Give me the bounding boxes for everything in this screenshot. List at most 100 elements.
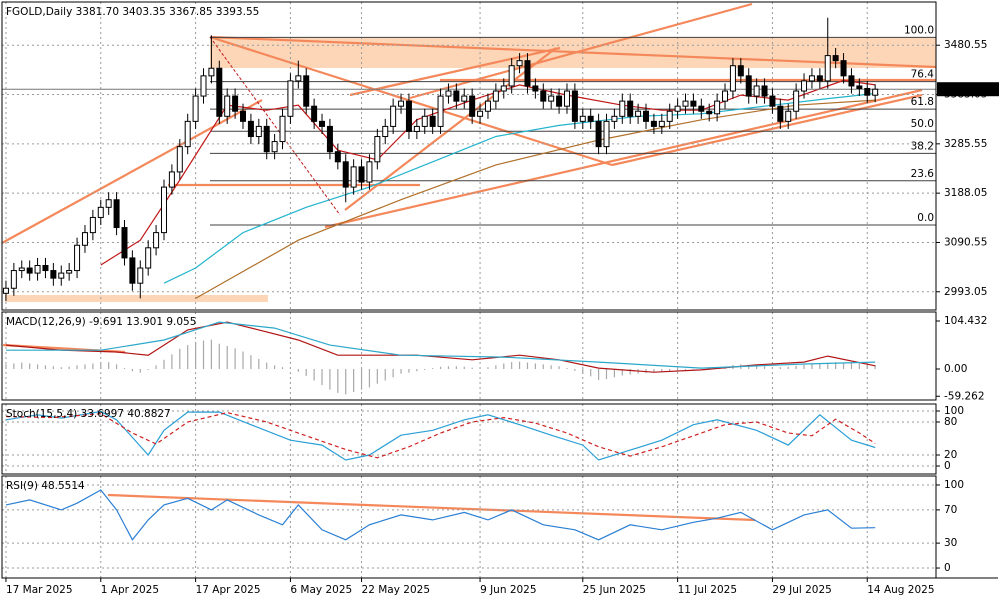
histogram-bar [566, 368, 568, 370]
histogram-bar [218, 343, 220, 370]
x-tick-label: 9 Jun 2025 [480, 584, 536, 596]
y-tick-label: 104.432 [944, 315, 987, 327]
histogram-bar [463, 366, 465, 370]
histogram-bar [629, 369, 631, 375]
histogram-bar [360, 369, 363, 390]
candle-body [437, 95, 444, 127]
trendline [107, 493, 756, 522]
y-tick-label: 3188.05 [944, 187, 987, 199]
histogram-bar [313, 369, 315, 381]
candle-body [50, 270, 57, 279]
candle-body [500, 85, 507, 92]
histogram-bar [518, 361, 521, 370]
histogram-bar [353, 369, 355, 392]
candle-body [287, 80, 294, 117]
fibo-label: 23.6 [911, 168, 935, 180]
candle-body [801, 80, 808, 92]
candle-body [34, 264, 41, 274]
x-tick-label: 22 May 2025 [362, 584, 430, 596]
panel-title: RSI(9) 48.5514 [6, 480, 85, 492]
histogram-bar [763, 366, 766, 370]
y-tick-label: 70 [944, 504, 957, 516]
histogram-bar [479, 368, 481, 370]
candle-body [405, 100, 412, 132]
histogram-bar [210, 339, 212, 370]
histogram-bar [392, 369, 394, 378]
candle-body [295, 75, 302, 82]
histogram-bar [139, 369, 141, 373]
annotations [1, 2, 937, 522]
candle-body [247, 120, 254, 138]
candle-body [58, 272, 65, 279]
trendline [409, 2, 753, 100]
histogram-bar [511, 362, 513, 370]
candle-body [777, 105, 784, 122]
histogram-bar [661, 369, 663, 373]
candle-body [611, 115, 618, 122]
candle-body [358, 166, 365, 183]
fibo-label: 61.8 [911, 96, 934, 108]
histogram-bar [787, 366, 789, 370]
y-tick-label: 30 [944, 537, 957, 549]
histogram-bar [5, 364, 7, 370]
candle-body [793, 90, 800, 112]
histogram-bar [226, 346, 228, 370]
candle-body [176, 146, 183, 173]
histogram-bar [123, 368, 126, 370]
candle-body [413, 125, 420, 132]
histogram-bar [76, 365, 78, 370]
candle-body [745, 75, 752, 97]
candle-body [587, 115, 594, 122]
histogram-bar [266, 362, 268, 370]
histogram-bar [684, 369, 687, 370]
y-tick-label: 100 [944, 405, 964, 417]
indicator-line [5, 411, 876, 459]
histogram-bar [115, 364, 118, 370]
histogram-bar [424, 369, 426, 370]
histogram-bar [835, 362, 837, 370]
histogram-bar [155, 365, 157, 370]
histogram-bar [60, 367, 62, 370]
candle-body [263, 125, 270, 153]
histogram-bar [819, 363, 821, 370]
last-price-box [937, 82, 999, 97]
x-tick-label: 17 Apr 2025 [196, 584, 261, 596]
x-tick-label: 14 Aug 2025 [867, 584, 934, 596]
histogram-bar [582, 369, 584, 374]
candle-body [445, 90, 452, 97]
candle-body [89, 216, 96, 234]
histogram-bar [337, 369, 339, 393]
histogram-bar [368, 369, 371, 388]
histogram-bar [376, 369, 378, 384]
candle-body [429, 115, 436, 127]
candle-body [153, 232, 160, 249]
histogram-bar [297, 369, 299, 372]
candle-body [255, 125, 262, 138]
candle-body [137, 267, 144, 284]
histogram-bar [550, 365, 552, 370]
histogram-bar [234, 348, 236, 370]
histogram-bar [36, 364, 39, 370]
fibo-label: 38.2 [911, 140, 934, 152]
zone-band [5, 295, 268, 302]
histogram-bar [748, 364, 750, 370]
candle-body [563, 90, 570, 107]
panel-frame [1, 403, 937, 475]
histogram-bar [858, 363, 860, 370]
candle-body [579, 115, 586, 122]
candle-body [271, 141, 278, 153]
panel-title: MACD(12,26,9) -9.691 13.901 9.055 [6, 316, 196, 328]
candle-body [737, 65, 744, 77]
fibo-label: 50.0 [911, 118, 934, 130]
candle-body [682, 100, 689, 107]
indicator-line [6, 321, 876, 369]
histogram-bar [44, 365, 47, 370]
candle-body [690, 100, 697, 107]
candle-body [627, 100, 634, 117]
candle-body [532, 85, 539, 92]
histogram-bar [874, 364, 876, 370]
candle-body [105, 199, 112, 208]
histogram-bar [345, 369, 347, 395]
candle-body [714, 100, 721, 115]
histogram-bar [574, 369, 576, 371]
